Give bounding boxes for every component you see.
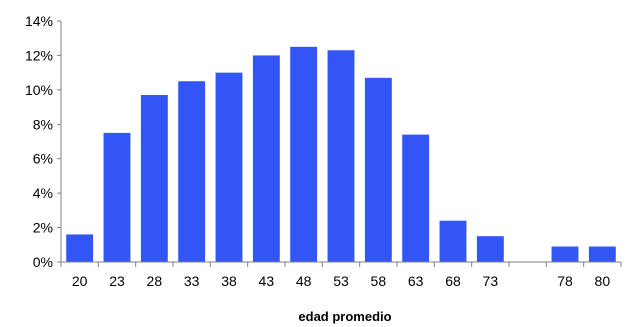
bar [290, 46, 318, 263]
bar [215, 72, 243, 263]
bar [252, 55, 280, 262]
bar [103, 132, 131, 262]
bar [476, 236, 504, 262]
x-tick-label: 33 [184, 273, 200, 289]
x-tick-label: 38 [221, 273, 237, 289]
bar [66, 234, 94, 262]
y-tick-label: 2% [33, 220, 53, 236]
x-tick-label: 63 [408, 273, 424, 289]
bar [140, 95, 168, 263]
x-tick-label: 53 [333, 273, 349, 289]
bar [327, 50, 355, 263]
y-tick-label: 14% [25, 13, 53, 29]
x-axis-title: edad promedio [298, 309, 391, 324]
x-tick-label: 68 [445, 273, 461, 289]
bar [439, 220, 467, 262]
x-tick-label: 73 [483, 273, 499, 289]
y-tick-label: 10% [25, 82, 53, 98]
y-tick-label: 6% [33, 151, 53, 167]
x-tick-label: 43 [259, 273, 275, 289]
bar [364, 77, 392, 262]
y-tick-label: 4% [33, 185, 53, 201]
x-tick-label: 80 [595, 273, 611, 289]
x-tick-label: 48 [296, 273, 312, 289]
x-tick-label: 78 [557, 273, 573, 289]
x-tick-label: 23 [109, 273, 125, 289]
bar [588, 246, 616, 262]
bars [66, 46, 616, 263]
y-tick-label: 12% [25, 47, 53, 63]
bar [402, 134, 430, 262]
x-tick-label: 28 [147, 273, 163, 289]
y-axis: 0% 2% 4% 6% 8% 10% 12% 14% [25, 13, 62, 270]
x-axis: 20 23 28 33 38 43 48 53 58 63 68 73 78 80 [60, 261, 622, 289]
y-tick-label: 8% [33, 116, 53, 132]
bar [178, 81, 206, 262]
x-tick-label: 20 [72, 273, 88, 289]
bar [551, 246, 579, 262]
x-tick-label: 58 [371, 273, 387, 289]
y-tick-label: 0% [33, 254, 53, 270]
